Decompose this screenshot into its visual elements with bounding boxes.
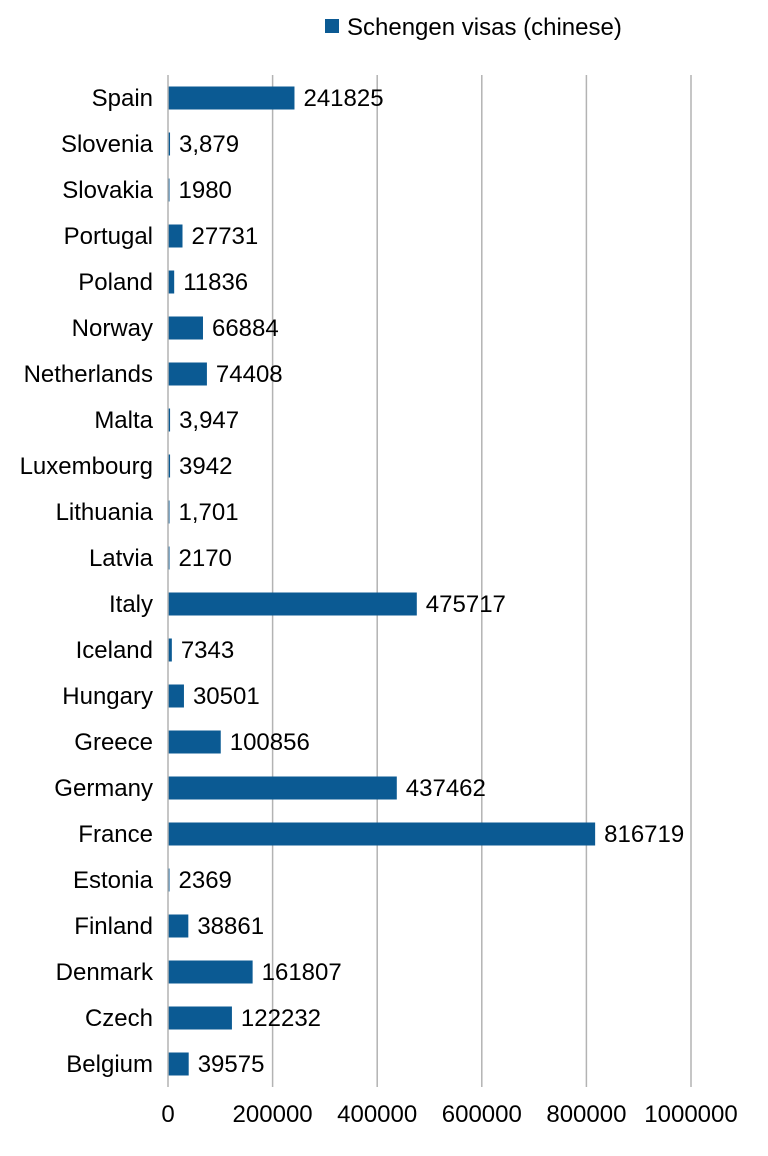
category-labels: Spain Slovenia Slovakia Portugal Poland Norwa… xyxy=(20,85,154,1078)
bar-france xyxy=(168,822,596,846)
category-label-luxembourg: Luxembourg xyxy=(20,453,153,480)
x-axis-tick-labels: 0 200000 400000 600000 800000 1000000 xyxy=(161,1101,737,1128)
value-label-portugal: 27731 xyxy=(192,223,259,250)
category-label-denmark: Denmark xyxy=(56,959,154,986)
value-label-spain: 241825 xyxy=(303,85,383,112)
x-tick-label: 1000000 xyxy=(644,1101,737,1128)
category-label-czech: Czech xyxy=(85,1005,153,1032)
x-tick-label: 600000 xyxy=(442,1101,522,1128)
legend-swatch xyxy=(325,19,339,33)
bar-netherlands xyxy=(168,362,207,386)
value-label-lithuania: 1,701 xyxy=(179,499,239,526)
category-label-hungary: Hungary xyxy=(62,683,153,710)
x-tick-label: 800000 xyxy=(546,1101,626,1128)
category-label-norway: Norway xyxy=(72,315,153,342)
category-label-italy: Italy xyxy=(109,591,153,618)
legend: Schengen visas (chinese) xyxy=(325,14,622,41)
category-label-malta: Malta xyxy=(94,407,153,434)
category-label-estonia: Estonia xyxy=(73,867,154,894)
value-label-finland: 38861 xyxy=(197,913,264,940)
category-label-iceland: Iceland xyxy=(76,637,153,664)
category-label-slovenia: Slovenia xyxy=(61,131,154,158)
value-label-greece: 100856 xyxy=(230,729,310,756)
value-label-france: 816719 xyxy=(604,821,684,848)
value-label-latvia: 2170 xyxy=(179,545,232,572)
value-label-slovakia: 1980 xyxy=(179,177,232,204)
value-label-poland: 11836 xyxy=(183,269,248,296)
category-label-spain: Spain xyxy=(92,85,153,112)
value-label-slovenia: 3,879 xyxy=(179,131,239,158)
bar-slovenia xyxy=(168,132,171,156)
category-label-finland: Finland xyxy=(74,913,153,940)
value-label-malta: 3,947 xyxy=(179,407,239,434)
value-labels: 241825 3,879 1980 27731 11836 66884 74408 3,947… xyxy=(179,85,685,1078)
value-label-hungary: 30501 xyxy=(193,683,260,710)
category-label-latvia: Latvia xyxy=(89,545,154,572)
category-label-greece: Greece xyxy=(74,729,153,756)
category-label-france: France xyxy=(78,821,153,848)
value-label-italy: 475717 xyxy=(426,591,506,618)
category-label-belgium: Belgium xyxy=(66,1051,153,1078)
category-label-germany: Germany xyxy=(54,775,153,802)
legend-label: Schengen visas (chinese) xyxy=(347,14,622,41)
value-label-belgium: 39575 xyxy=(198,1051,265,1078)
value-label-estonia: 2369 xyxy=(179,867,232,894)
bar-finland xyxy=(168,914,189,938)
value-label-denmark: 161807 xyxy=(262,959,342,986)
x-tick-label: 400000 xyxy=(337,1101,417,1128)
bar-italy xyxy=(168,592,417,616)
bar-czech xyxy=(168,1006,232,1030)
bar-denmark xyxy=(168,960,253,984)
bar-luxembourg xyxy=(168,454,171,478)
bar-malta xyxy=(168,408,171,432)
x-tick-label: 200000 xyxy=(233,1101,313,1128)
category-label-netherlands: Netherlands xyxy=(24,361,153,388)
bar-norway xyxy=(168,316,203,340)
bar-iceland xyxy=(168,638,172,662)
value-label-luxembourg: 3942 xyxy=(179,453,232,480)
bar-spain xyxy=(168,86,295,110)
bar-belgium xyxy=(168,1052,189,1076)
bar-hungary xyxy=(168,684,184,708)
value-label-czech: 122232 xyxy=(241,1005,321,1032)
category-label-portugal: Portugal xyxy=(64,223,153,250)
value-label-iceland: 7343 xyxy=(181,637,234,664)
category-label-slovakia: Slovakia xyxy=(62,177,153,204)
bar-germany xyxy=(168,776,397,800)
value-label-netherlands: 74408 xyxy=(216,361,283,388)
value-label-germany: 437462 xyxy=(406,775,486,802)
x-tick-label: 0 xyxy=(161,1101,174,1128)
gridlines xyxy=(271,75,692,1087)
bar-poland xyxy=(168,270,175,294)
category-label-poland: Poland xyxy=(78,269,153,296)
value-label-norway: 66884 xyxy=(212,315,279,342)
bar-greece xyxy=(168,730,221,754)
bar-portugal xyxy=(168,224,183,248)
category-label-lithuania: Lithuania xyxy=(56,499,154,526)
